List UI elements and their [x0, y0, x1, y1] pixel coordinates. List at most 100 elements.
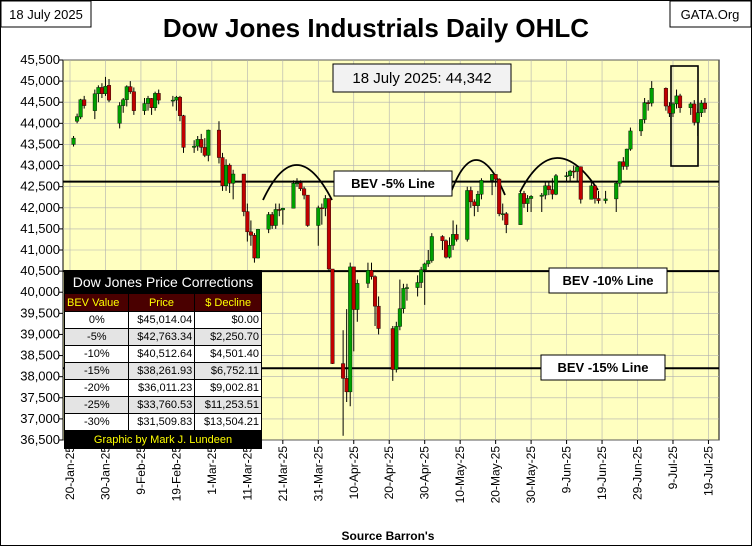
table-cell: -10% [64, 345, 129, 363]
x-tick-label: 30-Jan-25 [98, 446, 112, 500]
bar-body [224, 164, 229, 187]
table-row: -20% $36,011.23 $9,002.81 [64, 379, 262, 397]
ohlc-bar [475, 190, 480, 212]
ohlc-bar [617, 161, 622, 187]
table-title: Dow Jones Price Corrections [64, 270, 262, 294]
bar-body [692, 103, 697, 123]
ohlc-bar [365, 262, 370, 288]
bar-body [624, 148, 629, 167]
x-tick-label: 30-Apr-25 [418, 446, 432, 500]
table-cell: $33,760.53 [127, 396, 196, 414]
table-cell: $0.00 [194, 311, 262, 329]
bar-body [649, 88, 654, 104]
bar-body [422, 263, 427, 271]
ohlc-bar [468, 186, 473, 208]
ohlc-bar [695, 108, 700, 136]
ohlc-bar [624, 148, 629, 170]
bar-body [341, 363, 346, 379]
ohlc-bar [348, 262, 353, 407]
ohlc-bar [692, 100, 697, 126]
bar-body [174, 96, 179, 101]
bar-body [199, 139, 204, 148]
ohlc-bar [401, 283, 406, 314]
ohlc-bar [170, 95, 175, 107]
bar-body [578, 166, 583, 200]
ohlc-bar [663, 87, 668, 111]
ohlc-bar [75, 113, 80, 124]
table-cell: $11,253.51 [194, 396, 262, 414]
ohlc-bar [454, 224, 459, 242]
table-row: -10% $40,512.64 $4,501.40 [64, 345, 262, 363]
bar-body [419, 269, 424, 283]
ohlc-bar [702, 98, 707, 113]
bar-body [227, 164, 232, 184]
table-cell: $9,002.81 [194, 379, 262, 397]
table-row: -5% $42,763.34 $2,250.70 [64, 328, 262, 346]
bar-body [75, 116, 80, 122]
bar-body [529, 196, 534, 199]
bar-body [426, 260, 431, 265]
bar-body [451, 234, 456, 246]
bar-body [539, 194, 544, 197]
ohlc-bar [82, 95, 87, 109]
bar-body [390, 328, 395, 370]
x-tick-label: 29-Jun-25 [631, 446, 645, 500]
ohlc-bar [422, 262, 427, 305]
ohlc-bar [564, 171, 569, 183]
bar-body [479, 180, 484, 195]
bar-body [443, 240, 448, 258]
ohlc-bar [355, 279, 360, 322]
bar-body [589, 185, 594, 200]
ohlc-bar [241, 173, 246, 217]
bar-body [639, 119, 644, 132]
table-header-cell: Price [127, 293, 196, 312]
table-row: -25% $33,760.53 $11,253.51 [64, 396, 262, 414]
bar-body [678, 95, 683, 108]
price-corrections-table: Dow Jones Price Corrections BEV Value Pr… [64, 270, 262, 449]
ohlc-bar [220, 152, 225, 191]
bar-body [472, 201, 477, 206]
table-cell: 0% [64, 311, 129, 329]
y-tick-label: 45,500 [20, 52, 60, 67]
x-tick-label: 21-Mar-25 [276, 446, 290, 502]
bar-body [592, 185, 597, 199]
bar-body [688, 103, 693, 108]
ohlc-bar [181, 114, 186, 153]
ohlc-bar [426, 250, 431, 267]
ohlc-bar [121, 98, 126, 113]
bar-body [128, 86, 133, 92]
bar-body [231, 173, 236, 184]
x-tick-label: 19-Feb-25 [169, 446, 183, 502]
bar-body [497, 178, 502, 214]
y-tick-label: 41,500 [20, 221, 60, 236]
ohlc-bar [614, 182, 619, 212]
bar-body [674, 95, 679, 105]
bar-body [493, 174, 498, 180]
bar-body [248, 231, 253, 236]
bar-body [695, 112, 700, 123]
bar-body [468, 190, 473, 203]
bar-body [170, 99, 175, 102]
bar-body [124, 86, 129, 100]
bar-body [216, 129, 221, 158]
bar-body [522, 193, 527, 204]
date-box [0, 0, 92, 28]
ohlc-bar [443, 239, 448, 259]
x-tick-label: 20-May-25 [489, 446, 503, 504]
table-title-row: Dow Jones Price Corrections [64, 270, 262, 294]
table-header-row: BEV Value Price $ Decline [64, 293, 262, 312]
bar-body [146, 98, 151, 104]
ohlc-bar [291, 180, 296, 209]
bar-body [702, 102, 707, 110]
bar-body [96, 87, 101, 94]
ohlc-bar [78, 98, 83, 120]
x-tick-label: 20-Apr-25 [382, 446, 396, 500]
bar-body [699, 102, 704, 113]
bar-body [369, 270, 374, 277]
ohlc-bar [273, 203, 278, 229]
bar-body [415, 282, 420, 288]
bar-body [326, 198, 331, 270]
y-tick-label: 42,500 [20, 179, 60, 194]
ohlc-bar [376, 296, 381, 335]
ohlc-bar [142, 98, 147, 115]
